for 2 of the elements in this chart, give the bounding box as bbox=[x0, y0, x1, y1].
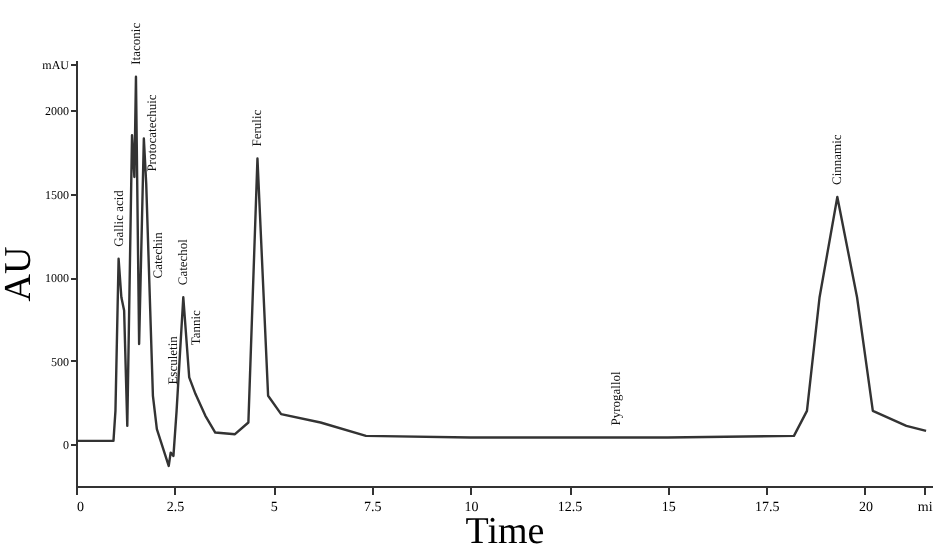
x-axis-title: Time bbox=[465, 511, 545, 553]
y-axis-title: AU bbox=[0, 246, 41, 302]
